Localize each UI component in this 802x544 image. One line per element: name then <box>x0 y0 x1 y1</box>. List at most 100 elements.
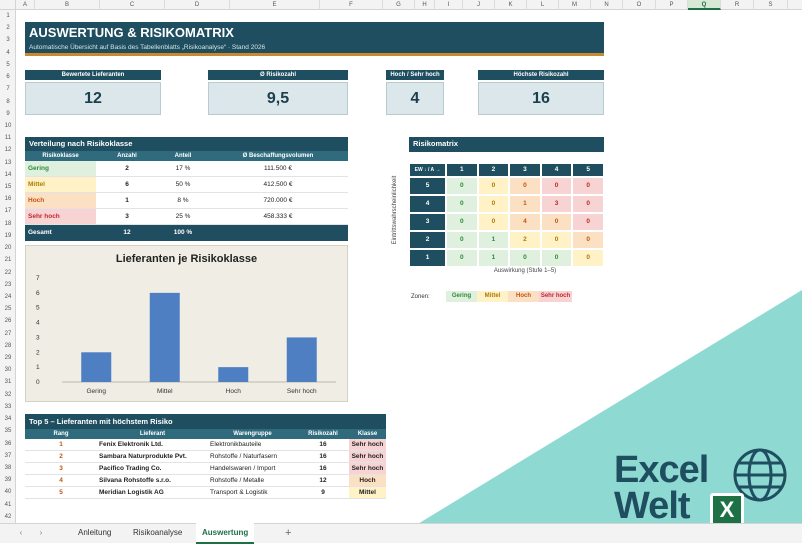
row-header[interactable]: 24 <box>4 293 12 300</box>
row-header[interactable]: 11 <box>4 135 12 142</box>
row-header[interactable]: 14 <box>4 171 12 178</box>
matrix-row-header: 5 <box>409 177 446 195</box>
row-header[interactable]: 30 <box>4 367 12 374</box>
bar-hoch[interactable] <box>218 367 249 382</box>
chart-area[interactable]: Lieferanten je Risikoklasse 0 1 2 3 4 5 6 7 Geri… <box>25 245 348 402</box>
row-header[interactable]: 21 <box>4 257 12 264</box>
row-header[interactable]: 8 <box>6 98 10 105</box>
page-title: AUSWERTUNG & RISIKOMATRIX <box>29 25 234 40</box>
rang-cell: 1 <box>59 441 63 448</box>
row-header[interactable]: 16 <box>4 196 12 203</box>
tab-next-button[interactable]: › <box>39 528 43 537</box>
column-header-n[interactable]: N <box>591 0 623 10</box>
column-header-j[interactable]: J <box>463 0 495 10</box>
row-header[interactable]: 28 <box>4 342 12 349</box>
row-header[interactable]: 18 <box>4 220 12 227</box>
row-header[interactable]: 5 <box>6 61 10 68</box>
row-header[interactable]: 1 <box>6 13 10 19</box>
row-header[interactable]: 10 <box>4 122 12 129</box>
column-header-k[interactable]: K <box>495 0 527 10</box>
row-header[interactable]: 15 <box>4 184 12 190</box>
row-header[interactable]: 37 <box>4 452 12 459</box>
volumen-cell: 458.333 € <box>263 213 293 220</box>
row-header[interactable]: 34 <box>4 416 12 423</box>
row-header[interactable]: 35 <box>4 428 12 435</box>
row-header[interactable]: 9 <box>6 110 10 117</box>
row-header[interactable]: 23 <box>4 281 12 288</box>
row-header[interactable]: 22 <box>4 269 12 276</box>
row-header[interactable]: 25 <box>4 306 12 313</box>
matrix-cell: 0 <box>446 249 478 267</box>
row-header[interactable]: 6 <box>6 74 10 81</box>
column-header-b[interactable]: B <box>35 0 100 10</box>
kpi-card-hoch: Hoch / Sehr hoch 4 <box>386 70 444 115</box>
tab-risikoanalyse[interactable]: Risikoanalyse <box>133 528 183 537</box>
row-header[interactable]: 32 <box>4 391 12 398</box>
row-header[interactable]: 27 <box>4 330 12 337</box>
row-header[interactable]: 19 <box>4 232 12 239</box>
bar-mittel[interactable] <box>149 292 180 382</box>
bar-gering[interactable] <box>81 352 112 382</box>
excel-badge-icon: X <box>710 493 744 527</box>
row-header[interactable]: 29 <box>4 355 12 361</box>
row-header[interactable]: 36 <box>4 440 12 447</box>
column-header-r[interactable]: R <box>721 0 754 10</box>
column-header-o[interactable]: O <box>623 0 656 10</box>
matrix-cell: 1 <box>509 195 541 213</box>
add-sheet-button[interactable]: + <box>285 527 292 539</box>
row-header[interactable]: 41 <box>4 501 12 508</box>
row-header[interactable]: 26 <box>4 318 12 325</box>
row-header[interactable]: 38 <box>4 464 12 471</box>
table-row: 2 Sambara Naturprodukte Pvt. Rohstoffe / N… <box>25 451 386 463</box>
column-header-s[interactable]: S <box>754 0 788 10</box>
warengruppe-cell: Rohstoffe / Metalle <box>210 477 265 484</box>
matrix-cell: 0 <box>540 249 573 267</box>
column-header-i[interactable]: I <box>435 0 463 10</box>
column-header-d[interactable]: D <box>165 0 230 10</box>
matrix-cell: 0 <box>446 177 478 195</box>
column-header-l[interactable]: L <box>527 0 559 10</box>
verteilung-title: Verteilung nach Risikoklasse <box>25 137 348 151</box>
matrix-cell: 2 <box>509 231 541 249</box>
row-header[interactable]: 4 <box>6 49 10 56</box>
row-header[interactable]: 13 <box>4 159 12 166</box>
bar-sehr-hoch[interactable] <box>286 337 317 382</box>
y-tick-label: 4 <box>36 320 40 327</box>
zone-hoch: Hoch <box>508 291 539 302</box>
column-header-e[interactable]: E <box>230 0 320 10</box>
row-header[interactable]: 31 <box>4 379 12 386</box>
column-header-m[interactable]: M <box>559 0 591 10</box>
matrix-cell: 0 <box>509 177 541 195</box>
warengruppe-cell: Elektronikbauteile <box>210 441 262 448</box>
kpi-value: 16 <box>478 82 604 115</box>
row-header[interactable]: 17 <box>4 208 12 215</box>
matrix-cell: 1 <box>477 249 510 267</box>
row-header[interactable]: 7 <box>6 86 10 93</box>
row-header[interactable]: 39 <box>4 477 12 484</box>
row-header[interactable]: 12 <box>4 147 12 154</box>
row-header[interactable]: 2 <box>6 25 10 32</box>
y-tick-label: 1 <box>36 364 40 371</box>
row-header[interactable]: 20 <box>4 245 12 252</box>
zone-gering: Gering <box>446 291 477 302</box>
column-header-q[interactable]: Q <box>688 0 721 10</box>
tab-anleitung[interactable]: Anleitung <box>78 528 112 537</box>
column-header-p[interactable]: P <box>656 0 688 10</box>
column-header-c[interactable]: C <box>100 0 165 10</box>
column-header-a[interactable]: A <box>16 0 35 10</box>
column-header-g[interactable]: G <box>383 0 415 10</box>
row-header[interactable]: 33 <box>4 403 12 410</box>
col-header: Anteil <box>158 151 208 161</box>
warengruppe-cell: Handelswaren / Import <box>210 465 276 472</box>
row-header[interactable]: 42 <box>4 513 12 520</box>
row-header[interactable]: 40 <box>4 489 12 496</box>
zones-label: Zonen: <box>411 293 430 300</box>
select-all-corner[interactable] <box>0 0 16 10</box>
tab-prev-button[interactable]: ‹ <box>19 528 23 537</box>
risk-matrix: EW ↓ / A → 1 2 3 4 5 5 0 0 0 0 0 4 0 0 1 3 0 3 0 0 4 0 0 2 0 1 2 0 0 1… <box>409 163 604 267</box>
tab-auswertung[interactable]: Auswertung <box>196 523 255 544</box>
column-header-f[interactable]: F <box>320 0 383 10</box>
column-header-h[interactable]: H <box>415 0 435 10</box>
row-header[interactable]: 3 <box>6 37 10 44</box>
